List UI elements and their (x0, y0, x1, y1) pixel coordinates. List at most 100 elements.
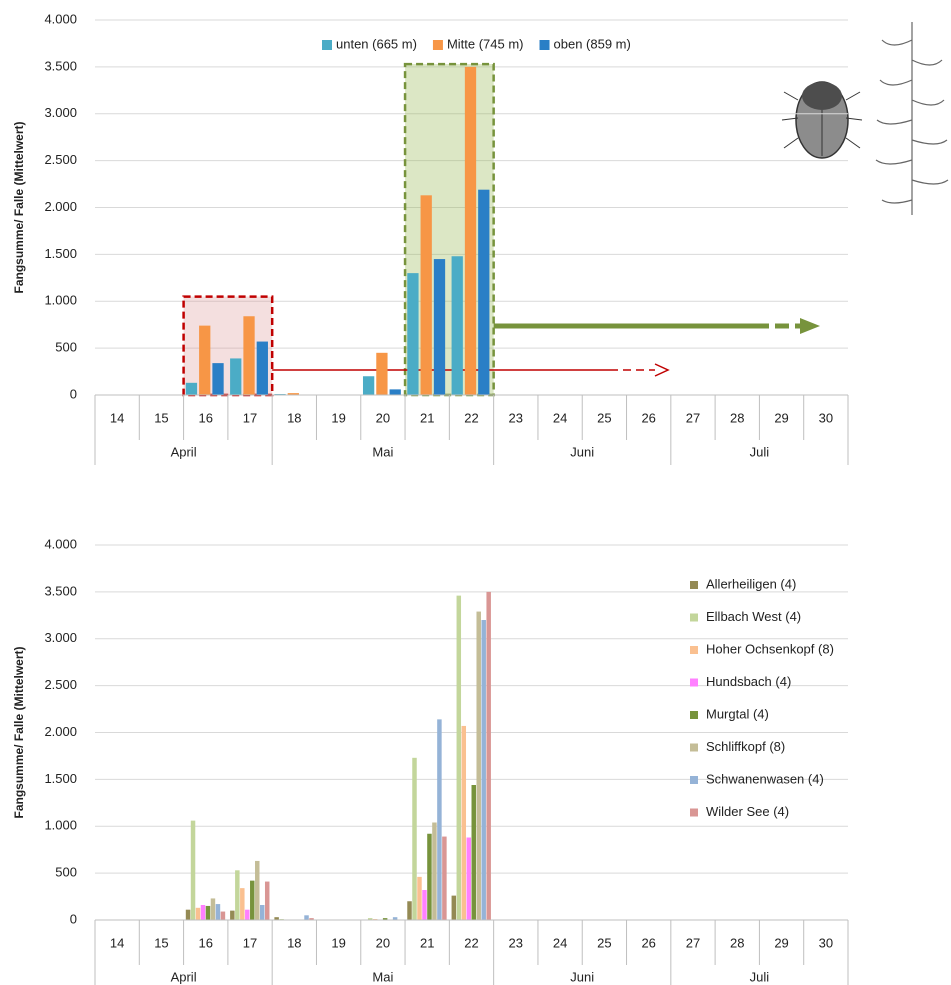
y-tick-label: 1.000 (44, 818, 77, 833)
bar (390, 389, 401, 395)
legend-swatch (690, 711, 698, 719)
bar (304, 915, 308, 920)
y-tick-label: 4.000 (44, 536, 77, 551)
x-tick-label: 18 (287, 935, 301, 950)
bar (452, 896, 456, 920)
bar (467, 838, 471, 921)
x-tick-label: 29 (774, 935, 788, 950)
legend-swatch (690, 614, 698, 622)
bar (199, 326, 210, 395)
bar (422, 890, 426, 920)
y-tick-label: 1.500 (44, 246, 77, 261)
bar (250, 881, 254, 920)
bar (478, 190, 489, 395)
arrow-head (800, 318, 820, 334)
bar (452, 256, 463, 395)
x-tick-label: 24 (553, 410, 567, 425)
legend-swatch (690, 744, 698, 752)
bar (486, 592, 490, 920)
bar (432, 823, 436, 921)
x-tick-label: 27 (686, 410, 700, 425)
bar (186, 383, 197, 395)
bar (212, 363, 223, 395)
legend-swatch (433, 40, 443, 50)
x-tick-label: 25 (597, 935, 611, 950)
group-label: Juni (570, 444, 594, 459)
bar (437, 719, 441, 920)
bar (442, 837, 446, 920)
legend-swatch (690, 679, 698, 687)
x-tick-label: 26 (641, 410, 655, 425)
y-axis-label: Fangsumme/ Falle (Mittelwert) (12, 646, 26, 818)
bar (216, 904, 220, 920)
bar (376, 353, 387, 395)
bar (260, 905, 264, 920)
chart: 0 500 1.000 1.500 2.000 2.500 3.000 3.500 4.000 F… (0, 0, 951, 985)
x-tick-label: 17 (243, 410, 257, 425)
group-label: Mai (372, 969, 393, 984)
y-tick-label: 1.500 (44, 771, 77, 786)
x-tick-label: 25 (597, 410, 611, 425)
legend-swatch (690, 581, 698, 589)
x-tick-label: 22 (464, 410, 478, 425)
bar (465, 67, 476, 395)
y-tick-label: 0 (70, 386, 77, 401)
bar (363, 376, 374, 395)
bar (457, 596, 461, 920)
group-label: April (171, 444, 197, 459)
group-label: Mai (372, 444, 393, 459)
y-tick-label: 500 (55, 865, 77, 880)
bar (206, 906, 210, 920)
y-tick-label: 2.000 (44, 199, 77, 214)
x-tick-label: 20 (376, 410, 390, 425)
x-tick-label: 19 (331, 410, 345, 425)
bar (221, 912, 225, 920)
x-tick-label: 17 (243, 935, 257, 950)
gallery-illustration (876, 22, 948, 215)
group-label: Juli (750, 969, 770, 984)
bar (245, 910, 249, 920)
y-tick-label: 500 (55, 340, 77, 355)
bar (417, 877, 421, 920)
bar (476, 612, 480, 920)
x-tick-label: 30 (819, 935, 833, 950)
y-tick-label: 0 (70, 911, 77, 926)
bar (472, 785, 476, 920)
bar (240, 888, 244, 920)
y-tick-label: 2.500 (44, 152, 77, 167)
legend-label: Schwanenwasen (4) (706, 771, 824, 786)
bar (230, 911, 234, 920)
bar (407, 273, 418, 395)
y-axis-label: Fangsumme/ Falle (Mittelwert) (12, 121, 26, 293)
bar (191, 821, 195, 920)
y-tick-label: 3.000 (44, 630, 77, 645)
x-tick-label: 27 (686, 935, 700, 950)
arrow-head (655, 364, 668, 376)
bar (255, 861, 259, 920)
beetle-illustration (782, 82, 862, 158)
legend-label: Hundsbach (4) (706, 674, 791, 689)
y-tick-label: 4.000 (44, 11, 77, 26)
x-tick-label: 30 (819, 410, 833, 425)
y-tick-label: 3.500 (44, 58, 77, 73)
x-tick-label: 26 (641, 935, 655, 950)
x-tick-label: 19 (331, 935, 345, 950)
legend-label: oben (859 m) (554, 36, 631, 51)
legend-swatch (322, 40, 332, 50)
x-tick-label: 23 (509, 935, 523, 950)
bar (427, 834, 431, 920)
bar (235, 870, 239, 920)
x-tick-label: 28 (730, 410, 744, 425)
bar (186, 910, 190, 920)
bar (421, 195, 432, 395)
legend-label: unten (665 m) (336, 36, 417, 51)
bar (434, 259, 445, 395)
y-tick-label: 2.500 (44, 677, 77, 692)
x-tick-label: 21 (420, 935, 434, 950)
x-tick-label: 29 (774, 410, 788, 425)
x-tick-label: 21 (420, 410, 434, 425)
x-tick-label: 18 (287, 410, 301, 425)
bar (211, 898, 215, 920)
bar (243, 316, 254, 395)
x-tick-label: 23 (509, 410, 523, 425)
